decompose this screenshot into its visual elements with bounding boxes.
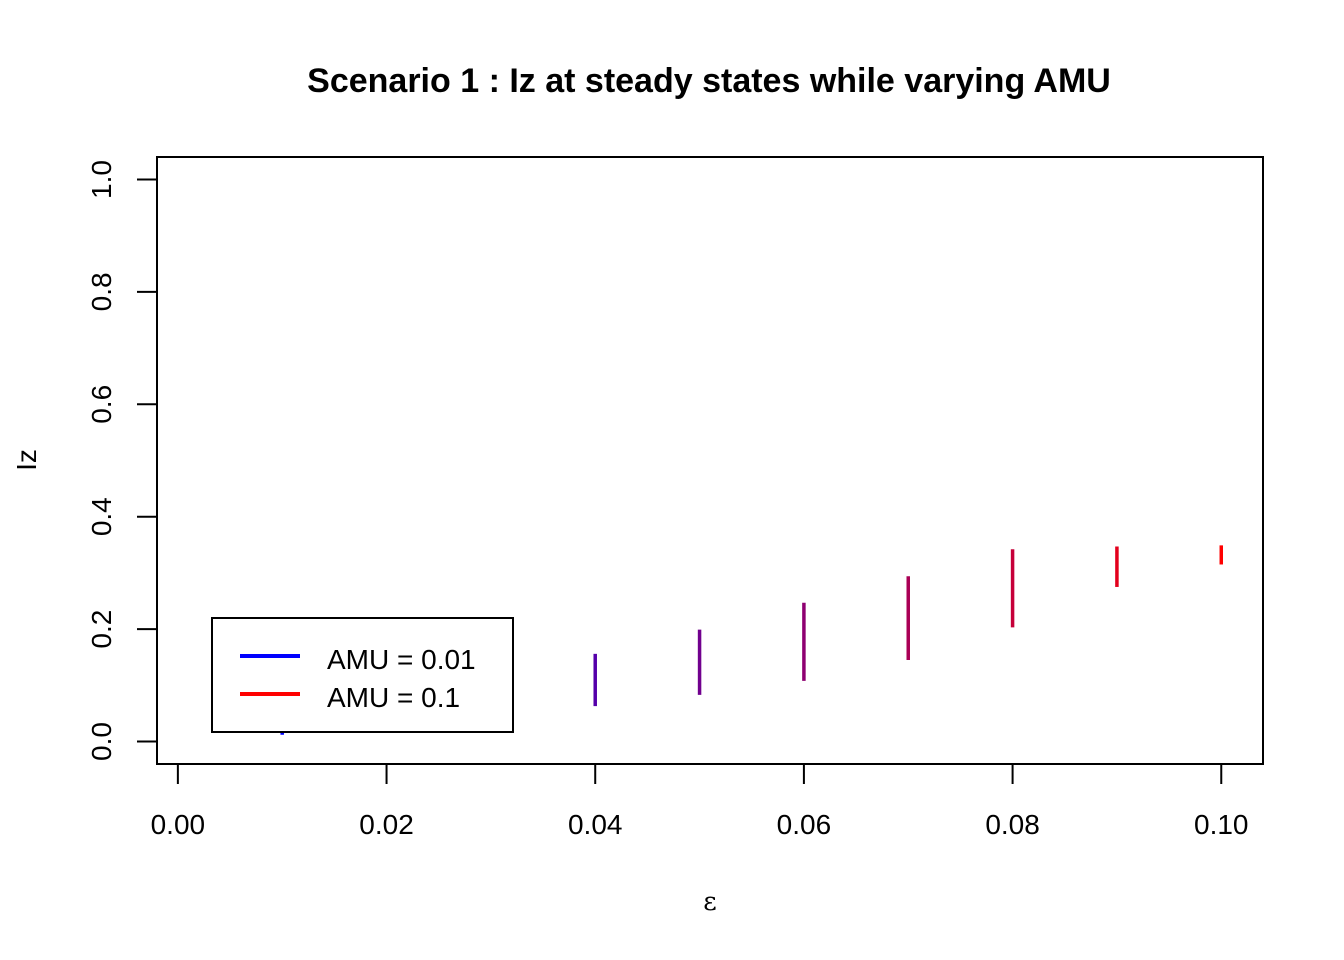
x-axis-title: ε [703,887,716,917]
y-tick-label: 0.2 [86,610,117,649]
x-axis: 0.00 0.02 0.04 0.06 0.08 0.10 [151,763,1249,840]
y-axis: 0.0 0.2 0.4 0.6 0.8 1.0 [86,160,158,761]
legend-label-amu-001: AMU = 0.01 [327,644,476,675]
x-tick-label: 0.04 [568,809,623,840]
x-tick-label: 0.08 [985,809,1040,840]
x-tick-label: 0.06 [777,809,832,840]
legend-box [211,617,514,733]
y-tick-label: 0.4 [86,497,117,536]
x-tick-label: 0.02 [359,809,414,840]
x-tick-label: 0.00 [151,809,206,840]
y-axis-title: Iz [11,449,42,471]
y-tick-label: 0.6 [86,385,117,424]
y-tick-label: 1.0 [86,160,117,199]
y-tick-label: 0.8 [86,272,117,311]
legend-label-amu-01: AMU = 0.1 [327,682,460,713]
x-tick-label: 0.10 [1194,809,1249,840]
chart-title: Scenario 1 : Iz at steady states while v… [307,62,1111,100]
legend: AMU = 0.01 AMU = 0.1 [211,617,514,733]
data-segments [280,545,1224,735]
y-tick-label: 0.0 [86,722,117,761]
